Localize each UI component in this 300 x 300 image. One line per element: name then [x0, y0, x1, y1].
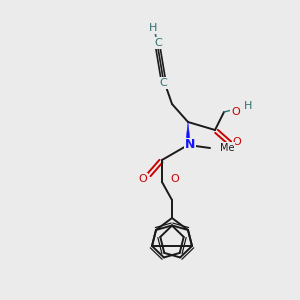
Text: O: O [170, 174, 179, 184]
Text: C: C [154, 38, 162, 48]
Text: O: O [231, 107, 240, 117]
Text: N: N [185, 139, 195, 152]
Text: O: O [232, 137, 242, 147]
Text: O: O [139, 174, 147, 184]
Text: H: H [244, 101, 252, 111]
Text: C: C [159, 78, 167, 88]
Text: H: H [149, 23, 157, 33]
Polygon shape [185, 122, 190, 145]
Text: Me: Me [220, 143, 235, 153]
